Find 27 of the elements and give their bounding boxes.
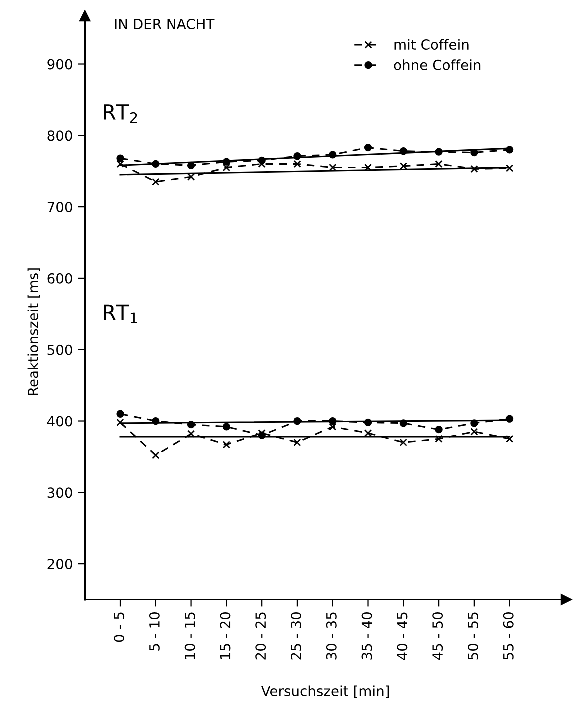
- x-tick-label: 20 - 25: [256, 612, 266, 660]
- y-tick-label: 400: [47, 416, 72, 427]
- y-tick-label: 800: [48, 130, 72, 142]
- x-tick-label: 15 - 20: [220, 612, 231, 660]
- x-tick-label: 40 - 45: [397, 612, 408, 660]
- annotation: RT$_{1}$: [104, 304, 138, 324]
- x-tick-label: 35 - 40: [362, 612, 372, 660]
- x-tick-label: 5 - 10: [149, 612, 160, 651]
- x-axis-title: Versuchszeit [min]: [261, 686, 390, 698]
- x-tick-label: 30 - 35: [326, 612, 337, 660]
- y-tick-label: 600: [48, 273, 72, 284]
- y-tick-label: 700: [48, 202, 72, 213]
- y-tick-label: 900: [48, 59, 72, 70]
- y-tick-label: 200: [48, 559, 72, 570]
- legend-label: mit Coffein: [394, 39, 469, 50]
- x-tick-label: 25 - 30: [290, 612, 302, 660]
- legend-label: ohne Coffein: [394, 60, 481, 70]
- x-tick-label: 55 - 60: [503, 612, 514, 660]
- x-tick-label: 45 - 50: [432, 612, 444, 660]
- y-axis-title: Reaktionszeit [ms]: [28, 268, 40, 396]
- x-tick-label: 10 - 15: [184, 612, 196, 660]
- x-tick-label: 0 - 5: [114, 612, 125, 642]
- y-tick-label: 300: [48, 488, 72, 498]
- annotation: RT$_{2}$: [104, 104, 138, 124]
- y-tick-label: 500: [48, 344, 72, 356]
- x-tick-label: 50 - 55: [468, 612, 478, 660]
- chart-title: IN DER NACHT: [115, 18, 215, 30]
